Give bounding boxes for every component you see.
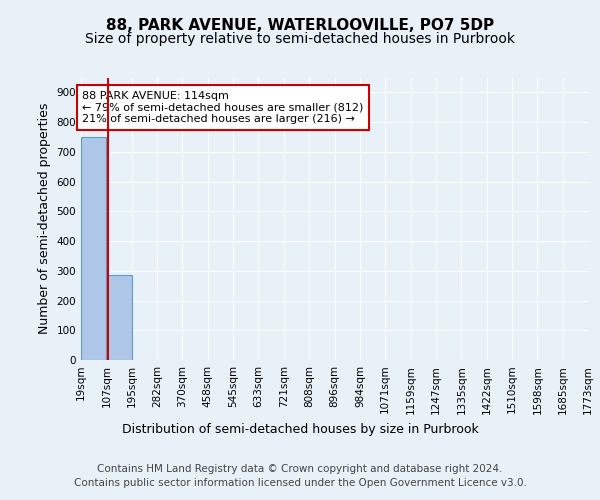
Text: Size of property relative to semi-detached houses in Purbrook: Size of property relative to semi-detach… — [85, 32, 515, 46]
Bar — [107, 275, 132, 360]
Text: 88 PARK AVENUE: 114sqm
← 79% of semi-detached houses are smaller (812)
21% of se: 88 PARK AVENUE: 114sqm ← 79% of semi-det… — [82, 91, 364, 124]
Bar — [81, 137, 106, 360]
Text: Contains HM Land Registry data © Crown copyright and database right 2024.: Contains HM Land Registry data © Crown c… — [97, 464, 503, 474]
Text: 88, PARK AVENUE, WATERLOOVILLE, PO7 5DP: 88, PARK AVENUE, WATERLOOVILLE, PO7 5DP — [106, 18, 494, 32]
Y-axis label: Number of semi-detached properties: Number of semi-detached properties — [38, 103, 51, 334]
Text: Distribution of semi-detached houses by size in Purbrook: Distribution of semi-detached houses by … — [122, 422, 478, 436]
Text: Contains public sector information licensed under the Open Government Licence v3: Contains public sector information licen… — [74, 478, 526, 488]
